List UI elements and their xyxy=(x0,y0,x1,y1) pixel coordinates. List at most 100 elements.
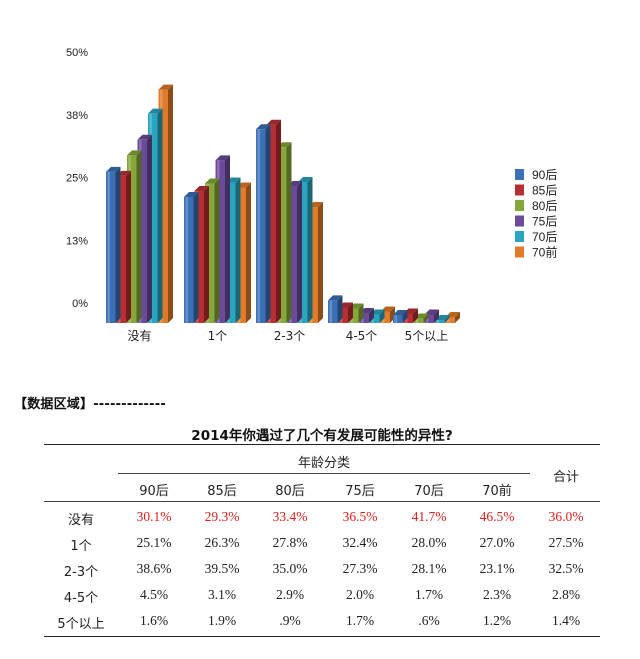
table-cell: 1.2% xyxy=(482,613,512,628)
bar-front xyxy=(380,311,390,323)
column-header: 90后 xyxy=(139,484,169,499)
bar-front xyxy=(359,312,369,323)
bar-front xyxy=(194,190,204,323)
bar-highlight xyxy=(447,316,450,323)
group-rule xyxy=(118,473,530,474)
bar-side xyxy=(265,124,271,323)
bar-front xyxy=(236,187,246,323)
bar-side xyxy=(348,302,353,323)
x-tick-label: 2-3个 xyxy=(274,329,306,343)
bar-side xyxy=(286,142,292,323)
table-bottom-rule xyxy=(44,636,600,637)
bar-side xyxy=(402,309,408,323)
column-header: 70前 xyxy=(482,484,512,499)
bar-front xyxy=(277,147,287,323)
bar-chart: 50% 38% 25% 13% 0% 没有 1个 2-3个 4-5个 5个以上 90后 85后 80后 7… xyxy=(66,47,557,343)
table-cell: 2.3% xyxy=(482,587,512,602)
legend-item: 80后 xyxy=(515,199,557,213)
bar-side xyxy=(193,191,199,323)
bar-front xyxy=(414,318,424,323)
x-tick-label: 没有 xyxy=(127,328,151,343)
legend-label: 85后 xyxy=(532,184,557,198)
bar-front xyxy=(256,129,266,323)
table-cell: 28.1% xyxy=(411,561,447,576)
bar-front xyxy=(435,319,445,323)
table-row: 没有 30.1% 29.3% 33.4% 36.5% 41.7% 46.5% 36.0% xyxy=(44,505,600,531)
table-title: 2014年你遇过了几个有发展可能性的异性? xyxy=(191,428,453,444)
bar-front xyxy=(370,314,380,323)
legend-item: 85后 xyxy=(515,184,557,198)
bar-front xyxy=(205,183,215,323)
bar-side xyxy=(358,303,364,323)
table-cell: 46.5% xyxy=(479,509,515,524)
bar-highlight xyxy=(394,314,397,323)
bar-side xyxy=(204,185,209,323)
bar-front xyxy=(226,182,236,323)
column-header: 75后 xyxy=(345,484,375,499)
bar-front xyxy=(298,181,308,323)
legend-label: 80后 xyxy=(532,199,557,213)
bar-front xyxy=(106,171,116,323)
bar-top xyxy=(328,295,343,301)
bar-side xyxy=(168,84,173,323)
bar-front xyxy=(148,113,158,323)
bar xyxy=(184,191,199,323)
table-cell: 29.3% xyxy=(204,509,240,524)
bar-top xyxy=(393,309,408,315)
bar-top xyxy=(435,314,450,320)
legend-swatch xyxy=(515,231,524,242)
legend-swatch xyxy=(515,200,524,211)
table-cell: .6% xyxy=(418,613,440,628)
bar-side xyxy=(379,309,385,323)
column-header: 80后 xyxy=(275,484,305,499)
bar-side xyxy=(434,309,439,323)
total-column-header: 合计 xyxy=(552,470,579,485)
bar-highlight xyxy=(436,319,439,323)
y-tick-label: 13% xyxy=(66,235,88,247)
total-cell: 36.0% xyxy=(548,509,584,524)
legend-swatch xyxy=(515,184,524,196)
y-tick-label: 0% xyxy=(72,298,88,310)
table-cell: 27.0% xyxy=(479,535,515,550)
legend-swatch xyxy=(515,246,524,258)
data-section-header: 【数据区域】------------- xyxy=(14,397,166,412)
column-header: 70后 xyxy=(414,484,444,499)
bar-front xyxy=(287,185,297,323)
bar-front xyxy=(215,160,225,323)
bar-front xyxy=(266,124,276,324)
legend-label: 90后 xyxy=(532,168,557,182)
bar-side xyxy=(369,307,374,323)
legend-swatch xyxy=(515,215,524,227)
table-row: 2-3个 38.6% 39.5% 35.0% 27.3% 28.1% 23.1% 32.5% xyxy=(44,557,600,583)
bar-side xyxy=(337,295,343,323)
bar-front xyxy=(349,308,359,323)
header-bottom-rule xyxy=(44,501,600,502)
bar-front xyxy=(308,207,318,323)
bar-top xyxy=(148,108,163,114)
table-row: 4-5个 4.5% 3.1% 2.9% 2.0% 1.7% 2.3% 2.8% xyxy=(44,583,600,609)
table-cell: 35.0% xyxy=(272,561,308,576)
bar-front xyxy=(338,307,348,323)
table-cell: 32.4% xyxy=(342,535,378,550)
table-cell: 38.6% xyxy=(136,561,172,576)
bar xyxy=(435,314,450,323)
bar-top xyxy=(158,84,173,90)
bar-front xyxy=(403,313,413,323)
x-tick-label: 1个 xyxy=(208,329,228,343)
bar-front xyxy=(158,89,168,323)
table-cell: 36.5% xyxy=(342,509,378,524)
bar-front xyxy=(328,300,338,323)
bar-side xyxy=(147,134,152,323)
bar-highlight xyxy=(415,318,418,323)
table-cell: 1.7% xyxy=(345,613,375,628)
bar-side xyxy=(246,182,251,323)
bar-side xyxy=(455,311,460,323)
bar-top xyxy=(194,185,209,191)
table-cell: 2.9% xyxy=(275,587,305,602)
bar-top xyxy=(215,155,230,161)
bar-highlight xyxy=(107,171,110,323)
bar-side xyxy=(297,180,302,323)
table-cell: 4.5% xyxy=(139,587,169,602)
table-cell: 30.1% xyxy=(136,509,172,524)
